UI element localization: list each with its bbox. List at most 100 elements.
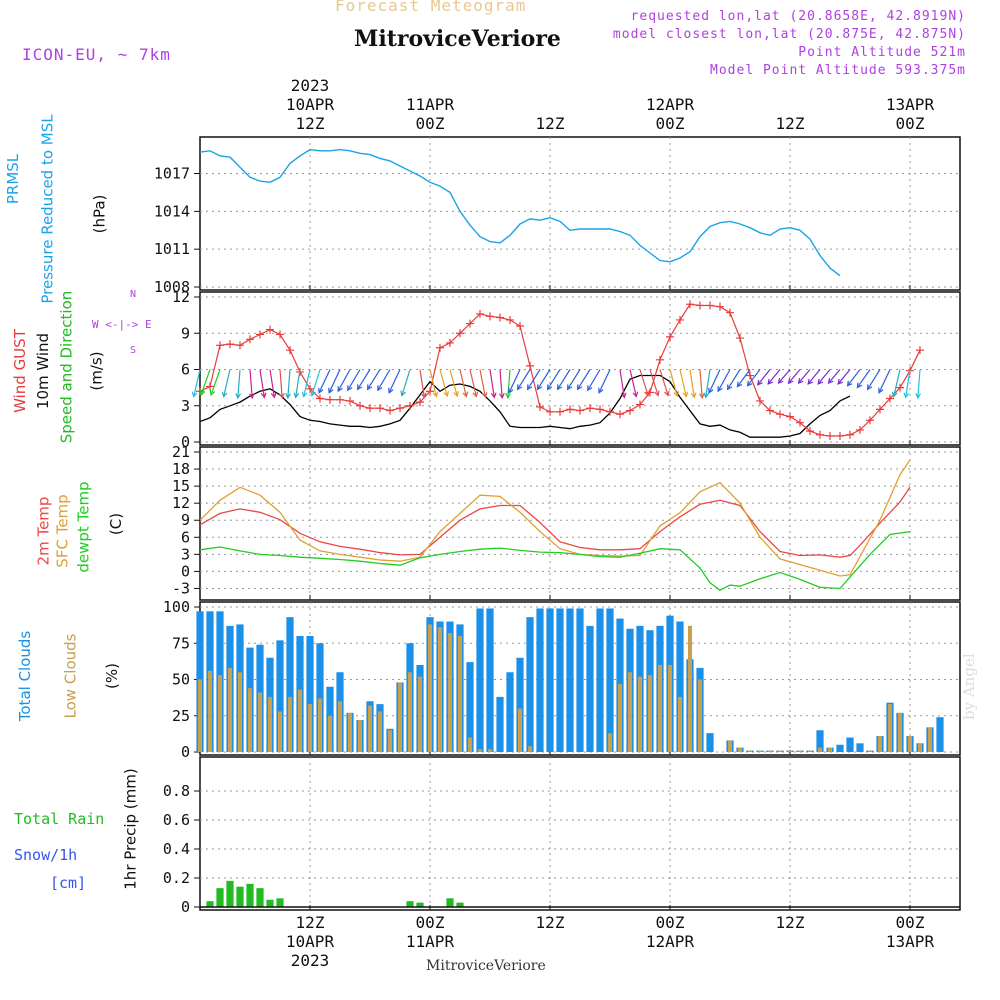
wind-arrow-head <box>526 384 533 391</box>
y-tick-label: 1011 <box>154 240 190 258</box>
low-cloud-bar <box>777 750 783 752</box>
y-tick-label: 0 <box>181 898 190 916</box>
y-tick-label: 25 <box>172 707 190 725</box>
low-cloud-bar <box>317 698 323 752</box>
low-cloud-bar <box>657 665 663 752</box>
low-cloud-bar <box>247 688 253 752</box>
footer-station: MitroviceVeriore <box>426 958 546 974</box>
gust-marker <box>556 407 564 416</box>
low-cloud-bar <box>667 665 673 752</box>
gust-marker <box>586 404 594 413</box>
wind-direction-arrow <box>705 369 711 398</box>
top-hour-label: 12Z <box>776 114 805 133</box>
wind-arrow-head <box>632 391 639 398</box>
panel-frame <box>199 136 961 291</box>
low-cloud-bar <box>377 711 383 752</box>
total-cloud-bar <box>466 662 474 752</box>
gust-marker <box>396 404 404 413</box>
gust-marker <box>816 430 824 439</box>
low-cloud-bar <box>427 624 433 752</box>
wind-arrow-head <box>285 393 292 400</box>
rain-bar <box>446 898 454 907</box>
wind-arrow-head <box>508 387 514 394</box>
dewpoint-line <box>199 530 911 591</box>
gust-marker <box>216 341 224 350</box>
low-cloud-bar <box>687 625 693 752</box>
gust-marker <box>256 330 264 339</box>
y-tick-label: 9 <box>181 324 190 342</box>
model-altitude: Model Point Altitude 593.375m <box>710 63 966 78</box>
gust-marker <box>916 346 924 355</box>
wind-arrow-head <box>318 387 324 394</box>
low-cloud-bar <box>637 676 643 752</box>
low-cloud-bar <box>827 747 833 752</box>
requested-coords: requested lon,lat (20.8658E, 42.8919N) <box>630 9 966 24</box>
low-cloud-bar <box>487 749 493 752</box>
bottom-date-label: 11APR <box>406 932 455 951</box>
y-tick-label: 100 <box>163 598 190 616</box>
rain-legend: Total Rain <box>14 810 105 828</box>
rain-bar <box>226 880 234 907</box>
total-cloud-bar <box>586 625 594 752</box>
rain-bar <box>276 898 284 907</box>
wind-direction-arrow <box>736 369 751 387</box>
wind-direction-arrow <box>778 369 791 384</box>
low-cloud-bar <box>817 747 823 752</box>
wind-direction-arrow <box>767 369 781 385</box>
total-cloud-bar <box>676 621 684 752</box>
wind-arrow-head <box>199 389 206 397</box>
wind-direction-arrow <box>295 369 301 398</box>
gust-marker <box>416 398 424 407</box>
y-tick-label: 6 <box>181 361 190 379</box>
low-cloud-bar <box>517 708 523 752</box>
model-label: ICON-EU, ~ 7km <box>22 45 171 64</box>
wind-arrow-head <box>736 381 743 388</box>
bottom-hour-label: 12Z <box>296 913 325 932</box>
y-tick-label: 12 <box>172 494 190 512</box>
wind-arrow-head <box>191 391 198 398</box>
low-cloud-bar <box>347 712 353 752</box>
gust-marker <box>706 301 714 310</box>
panel-frame <box>199 291 961 446</box>
bottom-year-label: 2023 <box>291 951 330 970</box>
gust-marker <box>516 322 524 330</box>
wind-arrow-head <box>432 391 439 398</box>
wind-direction-arrow <box>469 369 477 397</box>
gust-marker <box>546 407 554 416</box>
wind-arrow-head <box>891 391 898 398</box>
wind-direction-arrow <box>459 369 467 397</box>
y-tick-label: -3 <box>172 579 190 597</box>
compass-we: W <-|-> E <box>92 318 152 331</box>
wind-direction-arrow <box>318 369 331 394</box>
wind-direction-arrow <box>807 369 821 385</box>
wind-direction-arrow <box>311 369 321 396</box>
total-cloud-bar <box>526 617 534 752</box>
rain-bar <box>456 902 464 907</box>
total-cloud-bar <box>306 636 314 752</box>
wind-direction-arrow <box>587 369 601 391</box>
wind-direction-arrow <box>837 369 851 385</box>
low-cloud-bar <box>867 750 873 752</box>
wind-direction-arrow <box>828 369 841 384</box>
total-cloud-bar <box>596 608 604 752</box>
wind-arrow-head <box>673 391 679 398</box>
closest-coords: model closest lon,lat (20.875E, 42.875N) <box>612 27 966 42</box>
top-hour-label: 00Z <box>656 114 685 133</box>
gust-marker <box>426 387 434 396</box>
total-cloud-bar <box>486 608 494 752</box>
gust-marker <box>736 334 744 343</box>
gust-marker <box>776 410 784 419</box>
wind-arrow-head <box>481 392 488 399</box>
gust-marker <box>356 401 364 410</box>
wind-arrow-head <box>878 387 884 394</box>
total-cloud-bar <box>546 608 554 752</box>
wind-arrow-head <box>654 390 660 397</box>
wind-direction-arrow <box>917 369 921 398</box>
low-cloud-bar <box>697 679 703 752</box>
gust-marker <box>326 395 334 404</box>
wind-arrow-head <box>536 384 543 391</box>
wind-direction-arrow <box>508 369 521 394</box>
wind-direction-arrow <box>619 369 625 398</box>
low-cloud-bar <box>417 676 423 752</box>
rain-bar <box>206 901 214 907</box>
